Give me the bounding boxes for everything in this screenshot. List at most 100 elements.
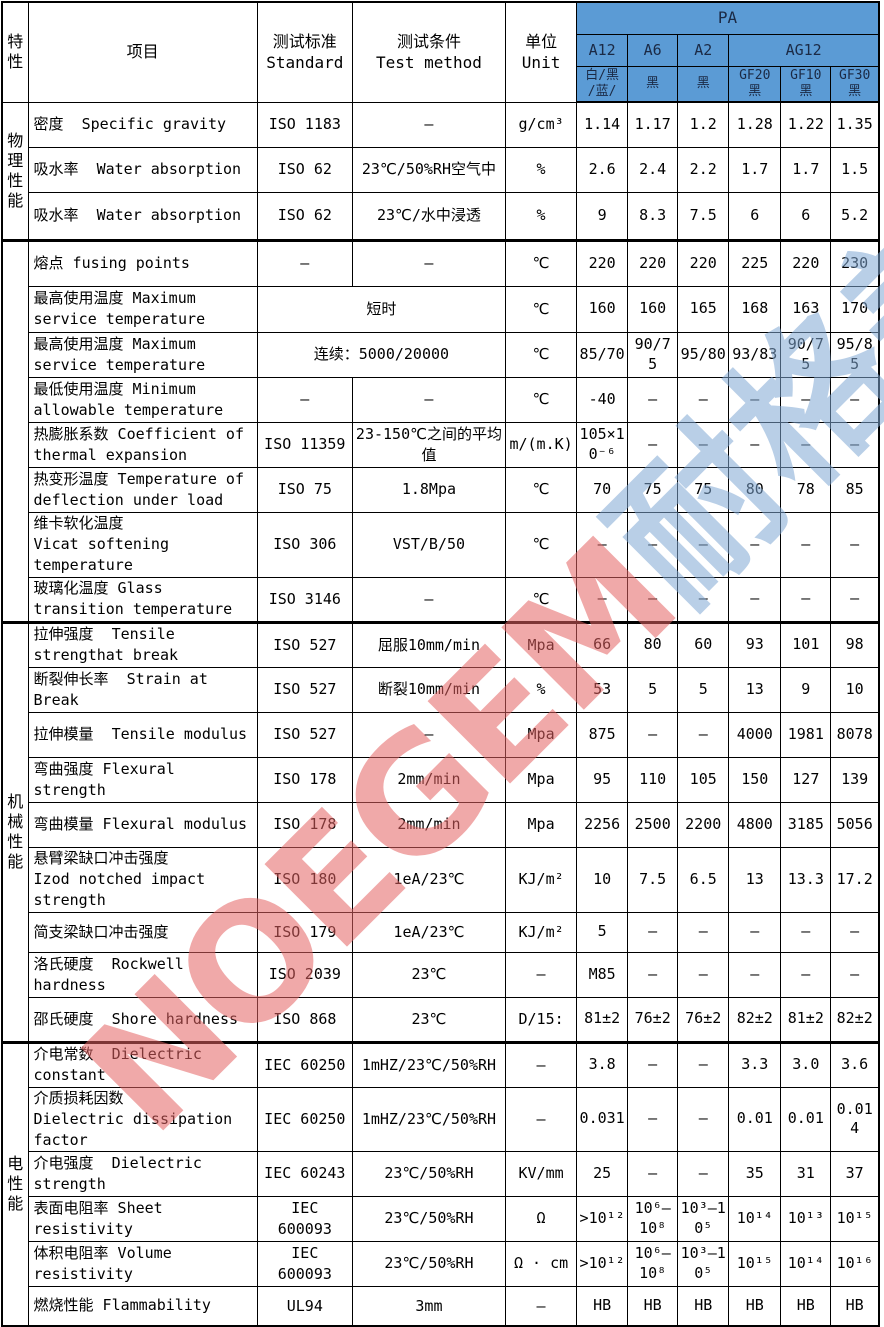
value-cell: 93/83	[728, 331, 782, 378]
value-cell: 95/85	[830, 331, 880, 378]
value-cell: 0.014	[830, 1086, 880, 1152]
feature-section-label: 机 械 性 能	[1, 620, 29, 1043]
value-cell: –	[830, 376, 880, 423]
value-cell: 85/70	[576, 331, 629, 378]
value-cell: 93	[728, 620, 782, 668]
value-cell: 75	[677, 466, 730, 513]
value-cell: –	[830, 511, 880, 578]
condition-cell: 23-150℃之间的平均值	[351, 421, 507, 468]
value-cell: –	[627, 1086, 679, 1152]
value-cell: –	[780, 511, 832, 578]
value-cell: 10⁶–10⁸	[627, 1240, 679, 1287]
standard-cell: –	[256, 238, 353, 287]
value-cell: 10¹³	[780, 1195, 832, 1242]
standard-cell: ISO 62	[256, 191, 353, 241]
value-cell: 110	[627, 756, 679, 803]
item-cell: 最低使用温度 Minimum allowable temperature	[27, 376, 258, 423]
unit-cell: ℃	[505, 285, 578, 333]
item-cell: 弯曲强度 Flexural strength	[27, 756, 258, 803]
table-row: 弯曲强度 Flexural strength ISO 178 2mm/min Mpa 9…	[2, 756, 880, 803]
table-row: 简支梁缺口冲击强度 ISO 179 1eA/23℃ KJ/m² 5– – – – –	[2, 911, 880, 953]
item-cell: 邵氏硬度 Shore hardness	[27, 996, 258, 1043]
unit-cell: Mpa	[505, 711, 578, 758]
table-row: 燃烧性能 Flammability UL94 3mm – HB HB HB HB HB HB	[2, 1285, 880, 1327]
standard-cell: IEC 60250	[256, 1086, 353, 1152]
value-cell: 150	[728, 756, 782, 803]
value-cell: 0.031	[576, 1086, 629, 1152]
value-cell: 2200	[677, 801, 730, 848]
table-row: 介质损耗因数 Dielectric dissipation factor IEC …	[2, 1086, 880, 1152]
variant-header: 黑	[677, 65, 730, 103]
table-row: 吸水率 Water absorption ISO 62 23℃/50%RH空气中% 2…	[2, 146, 880, 193]
standard-cell: IEC 600093	[256, 1195, 353, 1242]
item-cell: 弯曲模量 Flexural modulus	[27, 801, 258, 848]
value-cell: 6	[728, 191, 782, 241]
value-cell: –	[677, 576, 730, 623]
item-cell: 最高使用温度 Maximum service temperature	[27, 331, 258, 378]
value-cell: 10¹⁵	[830, 1195, 880, 1242]
value-cell: –	[677, 376, 730, 423]
value-cell: 95/80	[677, 331, 730, 378]
value-cell: 35	[728, 1150, 782, 1197]
standard-cell: ISO 62	[256, 146, 353, 193]
value-cell: 5	[677, 666, 730, 713]
condition-cell: 1.8Mpa	[351, 466, 507, 513]
unit-cell: ℃	[505, 238, 578, 287]
value-cell: 8078	[830, 711, 880, 758]
unit-cell: KV/mm	[505, 1150, 578, 1197]
value-cell: 6.5	[677, 846, 730, 913]
value-cell: 31	[780, 1150, 832, 1197]
table-row: 热膨胀系数 Coefficient of thermal expansion IS…	[2, 421, 880, 468]
value-cell: 1.7	[780, 146, 832, 193]
value-cell: 105×10⁻⁶	[576, 421, 629, 468]
value-cell: 2.4	[627, 146, 679, 193]
value-cell: –	[576, 511, 629, 578]
value-cell: –	[830, 421, 880, 468]
table-row: 最高使用温度 Maximum service temperature 短时 ℃ 160…	[2, 285, 880, 333]
value-cell: HB	[728, 1285, 782, 1327]
table-row: 悬臂梁缺口冲击强度 Izod notched impact strength IS…	[2, 846, 880, 913]
value-cell: –	[627, 421, 679, 468]
value-cell: 13.3	[780, 846, 832, 913]
value-cell: –	[627, 711, 679, 758]
standard-cell: IEC 60250	[256, 1040, 353, 1088]
value-cell: 1.22	[780, 101, 832, 148]
unit-cell: ℃	[505, 511, 578, 578]
feature-section-label: 电 性 能	[1, 1040, 29, 1327]
header-row-models: A12 A6 A2 AG12	[2, 33, 880, 67]
unit-cell: Mpa	[505, 756, 578, 803]
value-cell: >10¹²	[576, 1240, 629, 1287]
value-cell: 6	[780, 191, 832, 241]
variant-header: GF10 黑	[780, 65, 832, 103]
value-cell: –	[780, 421, 832, 468]
standard-cell: ISO 306	[256, 511, 353, 578]
value-cell: 10³–10⁵	[677, 1195, 730, 1242]
value-cell: 3.8	[576, 1040, 629, 1088]
unit-cell: ℃	[505, 376, 578, 423]
standard-cell: ISO 178	[256, 756, 353, 803]
value-cell: 875	[576, 711, 629, 758]
value-cell: 3.6	[830, 1040, 880, 1088]
value-cell: 80	[728, 466, 782, 513]
value-cell: –	[780, 376, 832, 423]
condition-cell: VST/B/50	[351, 511, 507, 578]
value-cell: –	[728, 376, 782, 423]
item-cell: 维卡软化温度 Vicat softening temperature	[27, 511, 258, 578]
value-cell: 2.6	[576, 146, 629, 193]
item-cell: 燃烧性能 Flammability	[27, 1285, 258, 1327]
table-row: 维卡软化温度 Vicat softening temperature ISO 30…	[2, 511, 880, 578]
value-cell: 160	[627, 285, 679, 333]
item-cell: 断裂伸长率 Strain at Break	[27, 666, 258, 713]
value-cell: 10⁶–10⁸	[627, 1195, 679, 1242]
condition-cell: 23℃	[351, 996, 507, 1043]
table-body: 物 理 性 能密度 Specific gravity ISO 1183 – g/cm³…	[1, 101, 880, 1327]
standard-cell: ISO 2039	[256, 951, 353, 998]
value-cell: –	[728, 421, 782, 468]
value-cell: 5.2	[830, 191, 880, 241]
standard-cell: ISO 11359	[256, 421, 353, 468]
value-cell: –	[830, 951, 880, 998]
item-cell: 熔点 fusing points	[27, 238, 258, 287]
condition-cell: 屈服10mm/min	[351, 620, 507, 668]
value-cell: 70	[576, 466, 629, 513]
